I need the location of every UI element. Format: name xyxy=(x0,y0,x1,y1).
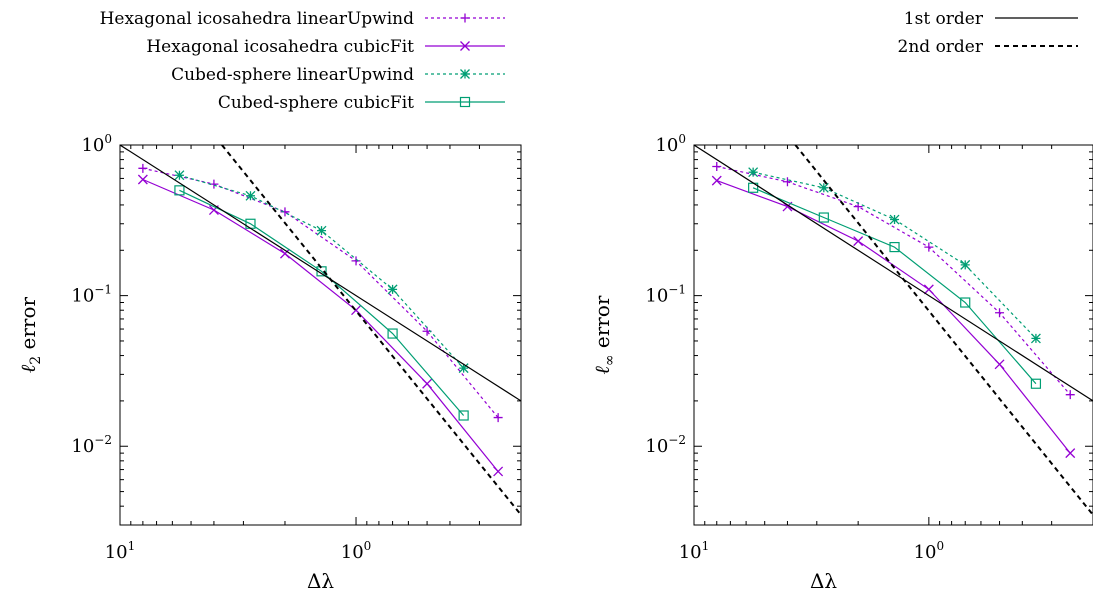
y-tick-label: 10−2 xyxy=(71,433,112,457)
series-group xyxy=(694,145,1093,516)
y-tick-label: 10−1 xyxy=(645,283,686,307)
legend-label: 1st order xyxy=(904,9,984,29)
data-point-cs_lu xyxy=(458,363,469,374)
data-point-hex_lu xyxy=(712,161,722,171)
series-line-hex_lu xyxy=(142,167,499,418)
data-point-hex_lu xyxy=(1065,390,1075,400)
data-point-cs_lu xyxy=(1030,333,1041,344)
reference-line-second xyxy=(221,145,521,516)
data-point-hex_cf xyxy=(1065,448,1076,459)
data-point-cs_lu xyxy=(316,225,327,236)
x-tick-label: 100 xyxy=(914,539,945,563)
data-point-hex_cf xyxy=(711,175,722,186)
x-axis-label: Δλ xyxy=(810,569,837,593)
data-point-cs_lu xyxy=(387,284,398,295)
data-point-hex_lu xyxy=(138,163,148,173)
x-tick-label: 101 xyxy=(105,539,136,563)
legend-marker xyxy=(459,96,471,108)
data-point-cs_cf xyxy=(387,328,398,339)
data-point-cs_cf xyxy=(818,212,829,223)
data-point-hex_lu xyxy=(995,308,1005,318)
plot-panel-left: 101 100 100 10−1 10−2 Δλ ℓ2 error xyxy=(16,132,522,593)
legend-label: Hexagonal icosahedra cubicFit xyxy=(146,37,414,57)
plot-panel-right: 101 100 100 10−1 10−2 Δλ ℓ∞ error xyxy=(590,132,1093,593)
legend-marker xyxy=(460,13,470,23)
series-group xyxy=(120,145,521,516)
data-point-hex_lu xyxy=(924,242,934,252)
data-point-cs_cf xyxy=(1030,378,1042,389)
series-line-cs_cf xyxy=(752,187,1037,385)
x-tick-label: 101 xyxy=(679,539,710,563)
data-point-hex_cf xyxy=(853,236,864,247)
data-point-hex_cf xyxy=(280,248,290,259)
data-point-cs_cf xyxy=(458,410,469,421)
y-tick-label: 100 xyxy=(655,132,686,156)
legend-left: Hexagonal icosahedra linearUpwind Hexagon… xyxy=(100,9,505,113)
data-point-cs_lu xyxy=(245,190,256,201)
data-point-cs_lu xyxy=(818,182,829,193)
y-axis-label: ℓ∞ error xyxy=(590,295,618,374)
legend-label: Hexagonal icosahedra linearUpwind xyxy=(100,9,415,29)
series-line-hex_lu xyxy=(716,165,1071,396)
y-tick-label: 100 xyxy=(81,132,112,156)
data-point-hex_lu xyxy=(280,207,290,217)
data-point-cs_lu xyxy=(889,214,900,225)
data-point-hex_cf xyxy=(493,466,504,477)
data-point-cs_cf xyxy=(174,185,185,196)
x-axis-label: Δλ xyxy=(307,569,334,593)
data-point-hex_cf xyxy=(422,378,433,389)
data-point-hex_cf xyxy=(994,359,1005,370)
legend-marker xyxy=(460,41,470,51)
legend-right: 1st order 2nd order xyxy=(898,9,1078,57)
data-point-cs_lu xyxy=(174,170,185,181)
data-point-hex_lu xyxy=(351,256,361,266)
data-point-cs_cf xyxy=(889,241,900,253)
data-point-hex_lu xyxy=(782,177,792,187)
data-point-hex_lu xyxy=(493,413,503,423)
legend-marker xyxy=(460,69,470,79)
series-line-hex_cf xyxy=(716,180,1071,454)
data-point-cs_lu xyxy=(748,167,759,178)
plot-frame xyxy=(119,144,522,526)
reference-line-second xyxy=(794,145,1093,516)
series-line-cs_cf xyxy=(179,189,465,416)
x-tick-label: 100 xyxy=(341,539,372,563)
y-tick-label: 10−1 xyxy=(71,283,112,307)
legend-label: 2nd order xyxy=(898,37,984,57)
series-line-cs_lu xyxy=(752,171,1037,339)
legend-label: Cubed-sphere linearUpwind xyxy=(171,65,414,85)
legend-label: Cubed-sphere cubicFit xyxy=(218,93,414,113)
plot-frame xyxy=(693,144,1093,526)
data-point-cs_cf xyxy=(960,297,971,308)
y-axis-label: ℓ2 error xyxy=(16,296,44,373)
series-line-cs_lu xyxy=(179,174,465,369)
data-point-hex_cf xyxy=(923,284,934,295)
reference-line-first xyxy=(694,145,1093,402)
y-tick-label: 10−2 xyxy=(645,433,686,457)
data-point-hex_cf xyxy=(137,174,148,185)
data-point-cs_lu xyxy=(960,259,971,270)
series-line-hex_cf xyxy=(142,178,499,472)
reference-line-first xyxy=(120,145,521,402)
